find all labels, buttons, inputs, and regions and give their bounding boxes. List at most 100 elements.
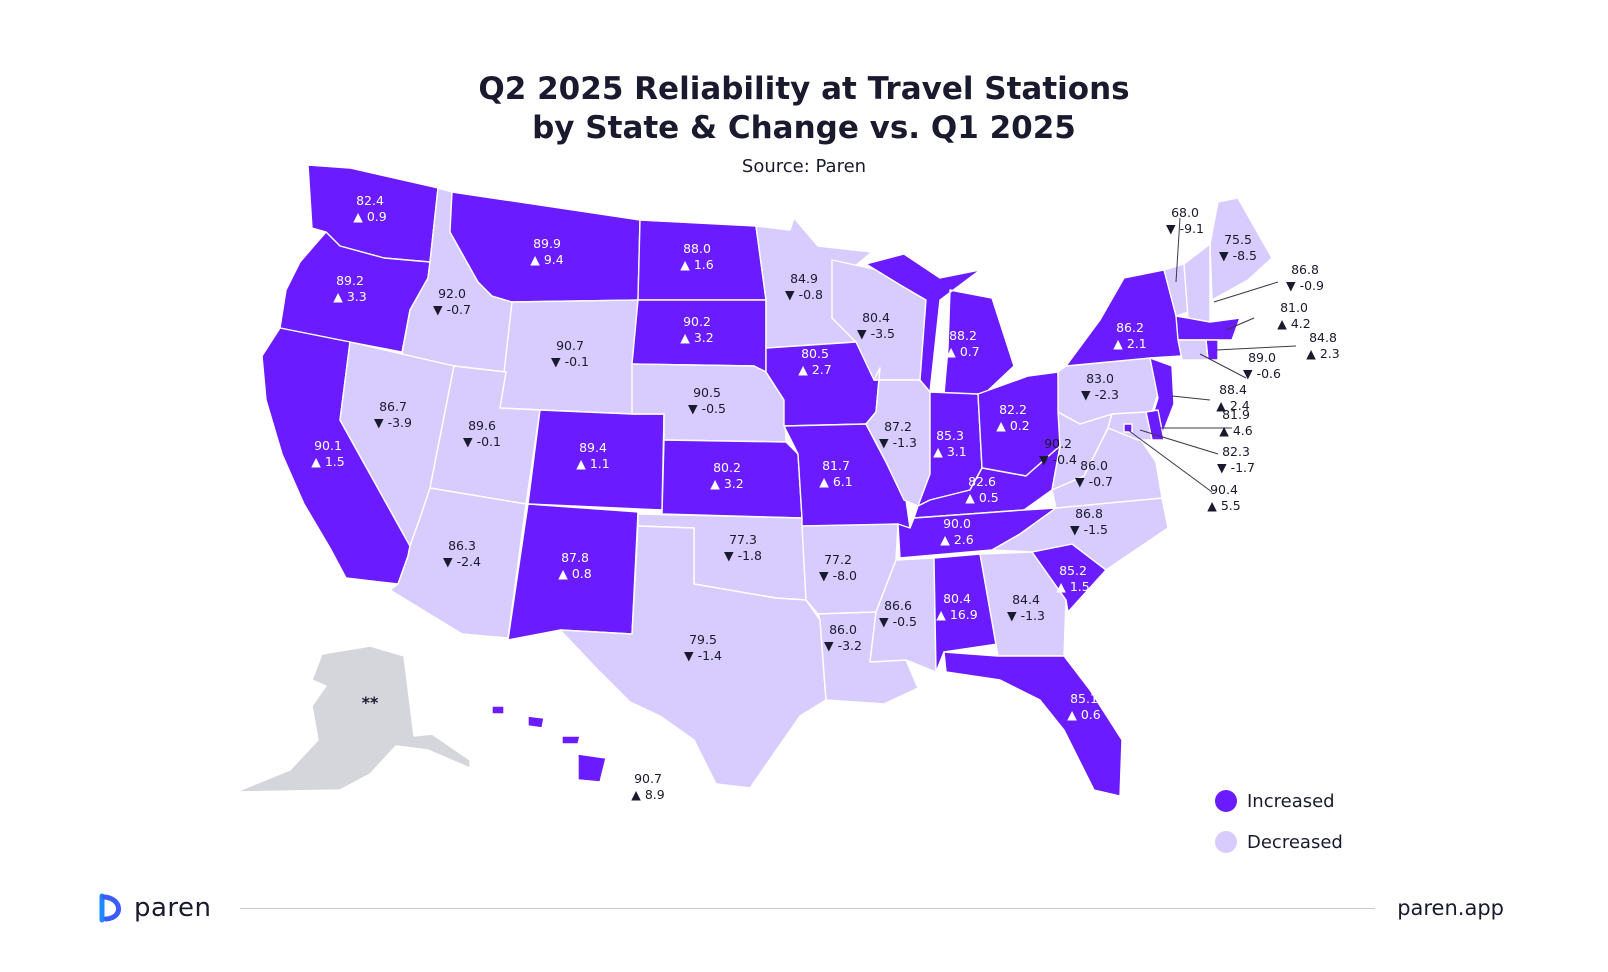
state-label-az: 86.3▼ -2.4 bbox=[443, 538, 481, 569]
state-label-dc: 90.4▲ 5.5 bbox=[1207, 482, 1240, 513]
state-change-me: ▼ -8.5 bbox=[1219, 248, 1257, 263]
state-change-nc: ▼ -1.5 bbox=[1070, 522, 1108, 537]
alaska-no-data-mark: ** bbox=[362, 693, 379, 712]
map-title: Q2 2025 Reliability at Travel Stations b… bbox=[0, 70, 1608, 148]
state-change-co: ▲ 1.1 bbox=[576, 456, 609, 471]
state-value-mo: 81.7 bbox=[822, 458, 850, 473]
states-layer bbox=[235, 164, 1273, 797]
brand-name: paren bbox=[134, 893, 212, 923]
state-me bbox=[1209, 197, 1273, 301]
state-label-ok: 77.3▼ -1.8 bbox=[724, 532, 762, 563]
state-change-ga: ▼ -1.3 bbox=[1007, 608, 1045, 623]
state-change-ma: ▲ 4.2 bbox=[1277, 316, 1310, 331]
state-ak bbox=[235, 645, 471, 793]
state-label-in: 85.3▲ 3.1 bbox=[933, 428, 966, 459]
title-line-1: Q2 2025 Reliability at Travel Stations bbox=[478, 71, 1130, 107]
state-change-mo: ▲ 6.1 bbox=[819, 474, 852, 489]
state-value-az: 86.3 bbox=[448, 538, 476, 553]
state-label-fl: 85.1▲ 0.6 bbox=[1067, 691, 1101, 722]
state-label-ny: 86.2▲ 2.1 bbox=[1113, 320, 1146, 351]
map-source: Source: Paren bbox=[741, 156, 867, 177]
state-change-nm: ▲ 0.8 bbox=[558, 566, 592, 581]
state-value-pa: 83.0 bbox=[1086, 371, 1114, 386]
state-change-la: ▼ -3.2 bbox=[824, 638, 862, 653]
state-change-nh: ▼ -0.9 bbox=[1286, 278, 1324, 293]
state-change-ut: ▼ -0.1 bbox=[463, 434, 501, 449]
state-change-id: ▼ -0.7 bbox=[433, 302, 471, 317]
state-value-md: 82.3 bbox=[1222, 444, 1250, 459]
state-value-id: 92.0 bbox=[438, 286, 466, 301]
state-value-nd: 88.0 bbox=[683, 241, 711, 256]
state-change-ks: ▲ 3.2 bbox=[710, 476, 743, 491]
state-value-ny: 86.2 bbox=[1116, 320, 1144, 335]
footer-divider bbox=[240, 908, 1375, 909]
state-label-wv: 90.2▼ -0.4 bbox=[1039, 436, 1077, 467]
state-nh bbox=[1183, 243, 1211, 323]
state-label-oh: 82.2▲ 0.2 bbox=[996, 402, 1029, 433]
state-value-wy: 90.7 bbox=[556, 338, 584, 353]
state-label-co: 89.4▲ 1.1 bbox=[576, 440, 609, 471]
state-label-wi: 80.4▼ -3.5 bbox=[857, 310, 895, 341]
state-label-ms: 86.6▼ -0.5 bbox=[879, 598, 917, 629]
state-value-ut: 89.6 bbox=[468, 418, 496, 433]
state-change-mn: ▼ -0.8 bbox=[785, 287, 823, 302]
state-label-ca: 90.1▲ 1.5 bbox=[311, 438, 344, 469]
state-change-sd: ▲ 3.2 bbox=[680, 330, 713, 345]
state-value-il: 87.2 bbox=[884, 419, 912, 434]
state-change-pa: ▼ -2.3 bbox=[1081, 387, 1119, 402]
state-label-hi: 90.7▲ 8.9 bbox=[631, 771, 665, 802]
legend-increased-label: Increased bbox=[1247, 790, 1335, 812]
state-change-wy: ▼ -0.1 bbox=[551, 354, 589, 369]
state-label-ct: 89.0▼ -0.6 bbox=[1243, 350, 1281, 381]
state-change-nv: ▼ -3.9 bbox=[374, 415, 412, 430]
state-change-ny: ▲ 2.1 bbox=[1113, 336, 1146, 351]
state-label-la: 86.0▼ -3.2 bbox=[824, 622, 862, 653]
state-change-mi: ▲ 0.7 bbox=[946, 344, 979, 359]
state-value-mn: 84.9 bbox=[790, 271, 818, 286]
state-label-ia: 80.5▲ 2.7 bbox=[798, 346, 831, 377]
state-label-vt: 68.0▼ -9.1 bbox=[1166, 205, 1204, 236]
state-change-wv: ▼ -0.4 bbox=[1039, 452, 1077, 467]
state-value-nj: 88.4 bbox=[1219, 382, 1247, 397]
state-value-ri: 84.8 bbox=[1309, 330, 1337, 345]
state-change-ky: ▲ 0.5 bbox=[965, 490, 998, 505]
state-label-id: 92.0▼ -0.7 bbox=[433, 286, 471, 317]
state-value-nv: 86.7 bbox=[379, 399, 407, 414]
state-value-de: 81.9 bbox=[1222, 407, 1250, 422]
state-change-ok: ▼ -1.8 bbox=[724, 548, 762, 563]
state-change-wi: ▼ -3.5 bbox=[857, 326, 895, 341]
brand-logo: paren bbox=[96, 892, 212, 924]
state-value-wv: 90.2 bbox=[1044, 436, 1072, 451]
state-label-tn: 90.0▲ 2.6 bbox=[940, 516, 974, 547]
state-label-pa: 83.0▼ -2.3 bbox=[1081, 371, 1119, 402]
state-change-ca: ▲ 1.5 bbox=[311, 454, 344, 469]
state-change-fl: ▲ 0.6 bbox=[1067, 707, 1101, 722]
paren-logo-icon bbox=[99, 893, 121, 923]
state-label-ne: 90.5▼ -0.5 bbox=[688, 385, 726, 416]
state-change-hi: ▲ 8.9 bbox=[631, 787, 665, 802]
state-change-ms: ▼ -0.5 bbox=[879, 614, 917, 629]
state-label-ma: 81.0▲ 4.2 bbox=[1277, 300, 1310, 331]
state-value-sc: 85.2 bbox=[1059, 563, 1087, 578]
legend-increased: Increased bbox=[1215, 790, 1335, 812]
state-value-tn: 90.0 bbox=[943, 516, 971, 531]
state-change-or: ▲ 3.3 bbox=[333, 289, 366, 304]
state-label-al: 80.4▲ 16.9 bbox=[936, 591, 977, 622]
state-label-mt: 89.9▲ 9.4 bbox=[530, 236, 564, 267]
state-label-va: 86.0▼ -0.7 bbox=[1075, 458, 1113, 489]
state-change-al: ▲ 16.9 bbox=[936, 607, 977, 622]
state-label-ky: 82.6▲ 0.5 bbox=[965, 474, 998, 505]
state-label-mn: 84.9▼ -0.8 bbox=[785, 271, 823, 302]
site-url: paren.app bbox=[1397, 896, 1504, 920]
state-change-in: ▲ 3.1 bbox=[933, 444, 966, 459]
state-value-ia: 80.5 bbox=[801, 346, 829, 361]
state-value-dc: 90.4 bbox=[1210, 482, 1238, 497]
state-value-me: 75.5 bbox=[1224, 232, 1252, 247]
state-label-wa: 82.4▲ 0.9 bbox=[353, 193, 387, 224]
state-value-ga: 84.4 bbox=[1012, 592, 1040, 607]
state-label-ut: 89.6▼ -0.1 bbox=[463, 418, 501, 449]
state-value-or: 89.2 bbox=[336, 273, 364, 288]
leader-lines bbox=[1127, 217, 1297, 493]
leader-line-nj bbox=[1171, 395, 1211, 401]
